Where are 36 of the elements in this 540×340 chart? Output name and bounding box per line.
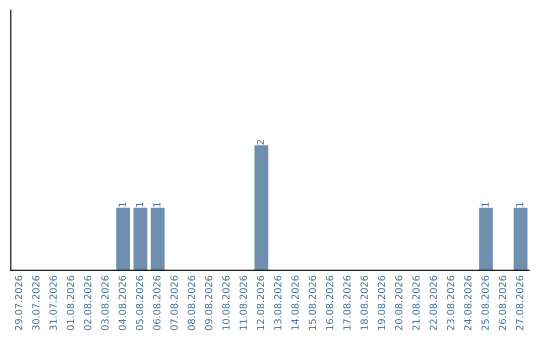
- x-tick-label: 11.08.2026: [240, 276, 247, 330]
- x-tick-label: 05.08.2026: [136, 276, 144, 330]
- x-tick-label: 30.07.2026: [32, 276, 40, 330]
- x-tick-label: 09.08.2026: [204, 276, 212, 330]
- x-tick-label: 22.08.2026: [430, 276, 437, 330]
- x-tick-label: 06.08.2026: [153, 276, 160, 330]
- x-tick-label: 07.08.2026: [170, 276, 178, 330]
- x-tick-label: 25.08.2026: [481, 276, 489, 330]
- data-label: 2: [256, 140, 264, 145]
- data-label: 1: [516, 202, 524, 207]
- x-tick-label: 29.07.2026: [14, 276, 22, 330]
- x-tick-label: 14.08.2026: [291, 276, 299, 330]
- x-tick-label: 23.08.2026: [446, 276, 454, 330]
- x-tick-label: 20.08.2026: [395, 276, 402, 330]
- x-tick-label: 31.07.2026: [49, 276, 57, 330]
- data-label: 1: [153, 202, 160, 207]
- x-tick-label: 27.08.2026: [516, 276, 524, 330]
- x-tick-label: 24.08.2026: [464, 276, 472, 330]
- x-tick-label: 15.08.2026: [308, 276, 316, 330]
- x-tick-label: 17.08.2026: [343, 276, 351, 330]
- x-tick-label: 13.08.2026: [274, 276, 282, 330]
- x-tick-label: 01.08.2026: [66, 276, 74, 330]
- data-label: 1: [118, 202, 126, 207]
- x-tick-label: 26.08.2026: [498, 276, 506, 330]
- x-tick-label: 03.08.2026: [101, 276, 109, 330]
- data-label: 1: [136, 202, 144, 207]
- x-tick-label: 18.08.2026: [360, 276, 368, 330]
- x-tick-label: 21.08.2026: [412, 276, 420, 330]
- x-tick-label: 19.08.2026: [378, 276, 386, 330]
- x-tick-label: 02.08.2026: [84, 276, 92, 330]
- data-label: 1: [482, 202, 489, 207]
- x-tick-label: 12.08.2026: [256, 276, 264, 330]
- x-tick-label: 10.08.2026: [222, 276, 230, 330]
- x-tick-label: 16.08.2026: [326, 276, 334, 330]
- x-tick-label: 08.08.2026: [188, 276, 196, 330]
- x-tick-label: 04.08.2026: [118, 276, 126, 330]
